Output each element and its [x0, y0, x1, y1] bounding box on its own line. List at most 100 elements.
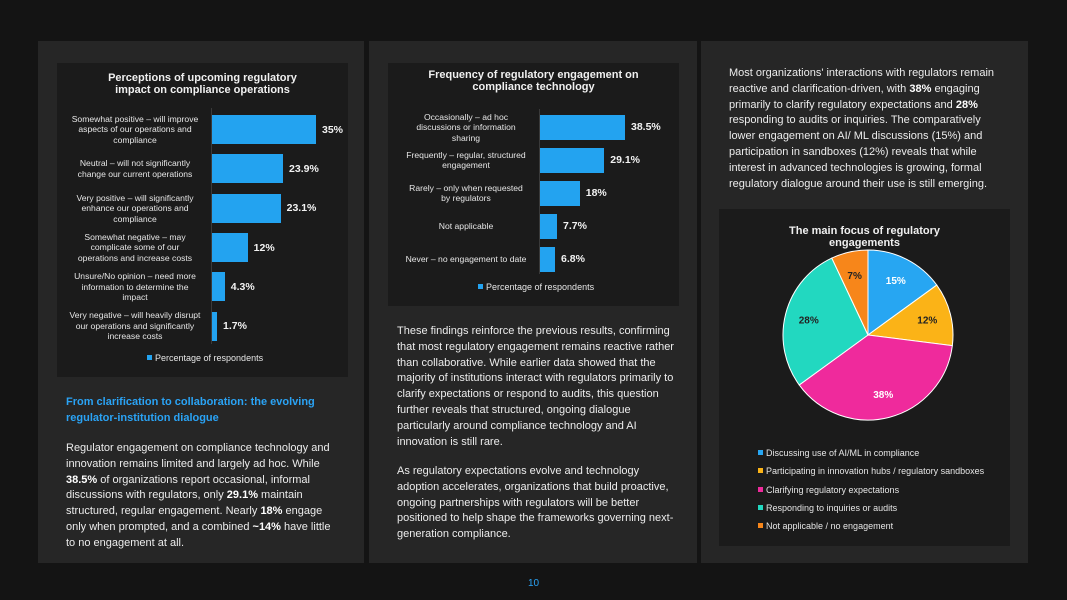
highlight-stat: 38% [909, 82, 932, 95]
findings-paragraph: These findings reinforce the previous re… [397, 324, 689, 450]
legend-label: Participating in innovation hubs / regul… [766, 466, 985, 477]
highlight-stat: 28% [955, 98, 978, 111]
legend-swatch [758, 450, 763, 455]
legend-label: Percentage of respondents [486, 282, 595, 292]
y-axis-line [539, 109, 540, 274]
bar [212, 115, 316, 145]
pie-legend-item: Discussing use of AI/ML in compliance [758, 448, 919, 459]
pie-slice-label: 38% [873, 390, 893, 401]
legend-label: Responding to inquiries or audits [766, 502, 898, 513]
pie-legend-item: Not applicable / no engagement [758, 521, 893, 532]
pie-legend-item: Clarifying regulatory expectations [758, 485, 899, 496]
bar-value-label: 38.5% [631, 121, 661, 134]
pie-legend-item: Responding to inquiries or audits [758, 503, 897, 514]
legend-swatch [758, 523, 763, 529]
frequency-chart-title: Frequency of regulatory engagement on co… [428, 69, 639, 93]
paragraph-line: As regulatory expectations evolve and te… [397, 465, 640, 477]
section-heading-line: From clarification to collaboration: the… [66, 396, 315, 408]
bar-value-label: 6.8% [561, 253, 585, 266]
impact-chart: Perceptions of upcoming regulatory impac… [57, 63, 348, 377]
focus-pie-chart-title: The main focus of regulatory engagements [789, 225, 940, 249]
legend-swatch [147, 355, 152, 360]
legend-label: Percentage of respondents [155, 353, 264, 363]
bar-value-label: 18% [585, 187, 607, 200]
left-column: Perceptions of upcoming regulatory impac… [38, 41, 364, 563]
paragraph-line: generation compliance. [397, 528, 511, 541]
paragraph-line: 38.5% of organizations report occasional… [66, 473, 310, 486]
section-heading: From clarification to collaboration: the… [66, 395, 356, 426]
category-label: Never – no engagement to date [405, 253, 527, 264]
bar [540, 213, 557, 239]
paragraph-line: adoption accelerates, organizations that… [397, 480, 669, 493]
legend-label: Not applicable / no engagement [766, 521, 894, 532]
impact-chart-title: Perceptions of upcoming regulatory impac… [108, 72, 297, 96]
paragraph-line: majority of institutions interact with r… [397, 372, 674, 385]
pie-slice [798, 334, 953, 421]
paragraph-line: interest in advanced technologies is gro… [729, 161, 982, 174]
legend-swatch [478, 284, 483, 289]
category-label: Occasionally – ad hoc discussions or info… [416, 111, 516, 143]
frequency-chart: Frequency of regulatory engagement on co… [388, 63, 679, 306]
paragraph-line: that most regulatory engagement remains … [397, 340, 674, 353]
bar [212, 272, 225, 302]
highlight-stat: 18% [260, 505, 283, 518]
paragraph-line: than collaborative. While earlier data s… [397, 356, 656, 369]
paragraph-line: reactive and clarification-driven, with … [729, 82, 980, 95]
paragraph-line: clarify expectations or respond to audit… [397, 388, 659, 401]
category-label: Frequently – regular, structured engageme… [406, 149, 526, 171]
category-label: Somewhat positive – will improve aspects … [71, 113, 199, 145]
pie-slice [867, 249, 938, 336]
focus-summary-paragraph: Most organizations' interactions with re… [729, 66, 1021, 192]
highlight-stat: ~14% [252, 520, 281, 533]
paragraph-line: further reveals that structured, ongoing… [397, 403, 631, 416]
bar [540, 180, 580, 206]
paragraph-line: responding to audits or inquiries. The c… [729, 114, 981, 127]
paragraph-line: to no engagement at all. [66, 536, 185, 549]
paragraph-line: ongoing partnerships with regulators wil… [397, 496, 640, 509]
bar-value-label: 23.1% [286, 202, 317, 215]
bar [540, 114, 625, 140]
bar-value-label: 12% [253, 241, 275, 254]
paragraph-line: Most organizations' interactions with re… [729, 67, 994, 79]
pie-slice-label: 15% [886, 276, 906, 287]
category-label: Neutral – will not significantly change o… [77, 158, 193, 179]
legend-label: Clarifying regulatory expectations [766, 484, 900, 495]
pie-slice-label: 12% [917, 315, 937, 326]
pie-svg: 15% 12% 38% 28% 7% [782, 249, 954, 421]
category-label: Somewhat negative – may complicate some o… [77, 231, 193, 263]
middle-column: Frequency of regulatory engagement on co… [369, 41, 697, 563]
page-number: 10 [527, 578, 540, 589]
legend-swatch [758, 468, 763, 474]
bar-value-label: 1.7% [223, 320, 247, 333]
highlight-stat: 29.1% [226, 489, 258, 502]
category-label: Not applicable [438, 220, 494, 231]
category-label: Rarely – only when requested by regulator… [409, 182, 523, 204]
bar-value-label: 35% [322, 123, 344, 136]
bar-value-label: 23.9% [289, 162, 319, 175]
pie-slice [782, 257, 869, 386]
engagement-summary-paragraph: Regulator engagement on compliance techn… [66, 441, 356, 552]
bar [540, 147, 605, 173]
paragraph-line: only when prompted, and a combined ~14% … [66, 520, 331, 533]
highlight-stat: 38.5% [66, 473, 98, 486]
paragraph-line: positioned to help shape the frameworks … [397, 512, 674, 525]
bar-value-label: 29.1% [610, 154, 641, 167]
legend-swatch [758, 486, 763, 492]
paragraph-line: structured, regular engagement. Nearly 1… [66, 505, 323, 518]
pie-slice-label: 28% [799, 315, 819, 326]
right-column: Most organizations' interactions with re… [701, 41, 1028, 563]
paragraph-line: regulatory dialogue around their use is … [729, 177, 988, 190]
paragraph-line: These findings reinforce the previous re… [397, 325, 670, 337]
paragraph-line: innovation remains limited and largely a… [66, 457, 320, 470]
bar [540, 246, 555, 272]
bar [212, 233, 248, 263]
category-label: Very positive – will significantly enhanc… [76, 192, 194, 224]
legend-swatch [758, 504, 763, 510]
paragraph-line: innovation is still rare. [397, 435, 503, 448]
bar [212, 311, 218, 341]
paragraph-line: Regulator engagement on compliance techn… [66, 442, 330, 454]
paragraph-line: particularly around compliance technolog… [397, 419, 637, 432]
paragraph-line: participation in sandboxes (12%) reveals… [729, 145, 977, 158]
legend-label: Discussing use of AI/ML in compliance [766, 448, 920, 458]
y-axis-line [211, 108, 212, 344]
